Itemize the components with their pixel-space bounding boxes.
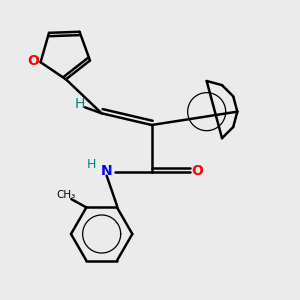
Text: H: H: [74, 97, 85, 111]
Text: N: N: [101, 164, 112, 178]
Text: O: O: [27, 54, 39, 68]
Text: O: O: [191, 164, 203, 178]
Text: CH₃: CH₃: [57, 190, 76, 200]
Text: H: H: [87, 158, 96, 171]
